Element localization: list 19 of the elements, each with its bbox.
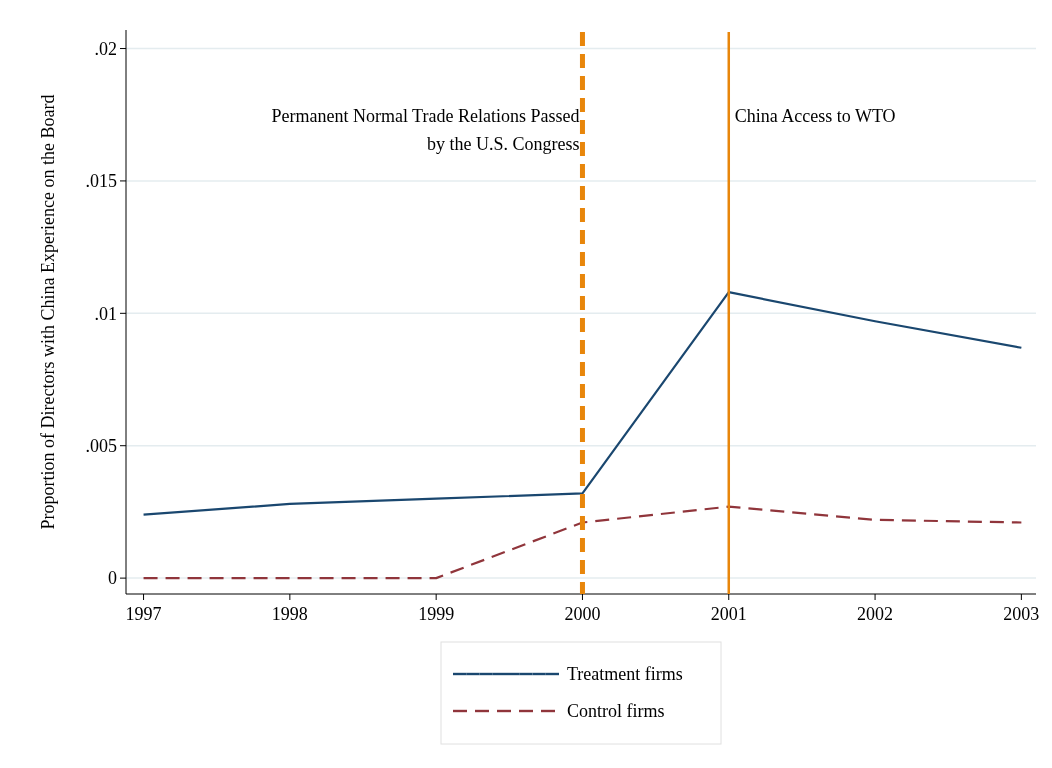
x-tick-label: 2003 xyxy=(1003,604,1040,624)
y-tick-label: 0 xyxy=(108,568,117,589)
line-series xyxy=(142,505,1023,580)
x-tick-label: 2000 xyxy=(564,604,601,624)
y-axis-title: Proportion of Directors with China Experience on the Board xyxy=(38,94,58,530)
y-tick-label: .015 xyxy=(85,171,117,192)
legend-label: Control firms xyxy=(567,701,665,722)
x-tick-label: 2002 xyxy=(857,604,894,624)
x-tick-label: 1997 xyxy=(125,604,162,624)
legend-label: Treatment firms xyxy=(567,664,683,685)
ref-line-label: Permanent Normal Trade Relations Passed by the U.S. Congress xyxy=(271,106,580,154)
x-tick-label: 1999 xyxy=(418,604,455,624)
x-tick-label: 1998 xyxy=(271,604,308,624)
line-series xyxy=(142,291,1023,516)
x-tick-label: 2001 xyxy=(710,604,747,624)
y-tick-label: .005 xyxy=(85,436,117,457)
y-tick-label: .02 xyxy=(94,38,117,59)
y-tick-label: .01 xyxy=(94,303,117,324)
ref-line-label: China Access to WTO xyxy=(734,106,896,126)
